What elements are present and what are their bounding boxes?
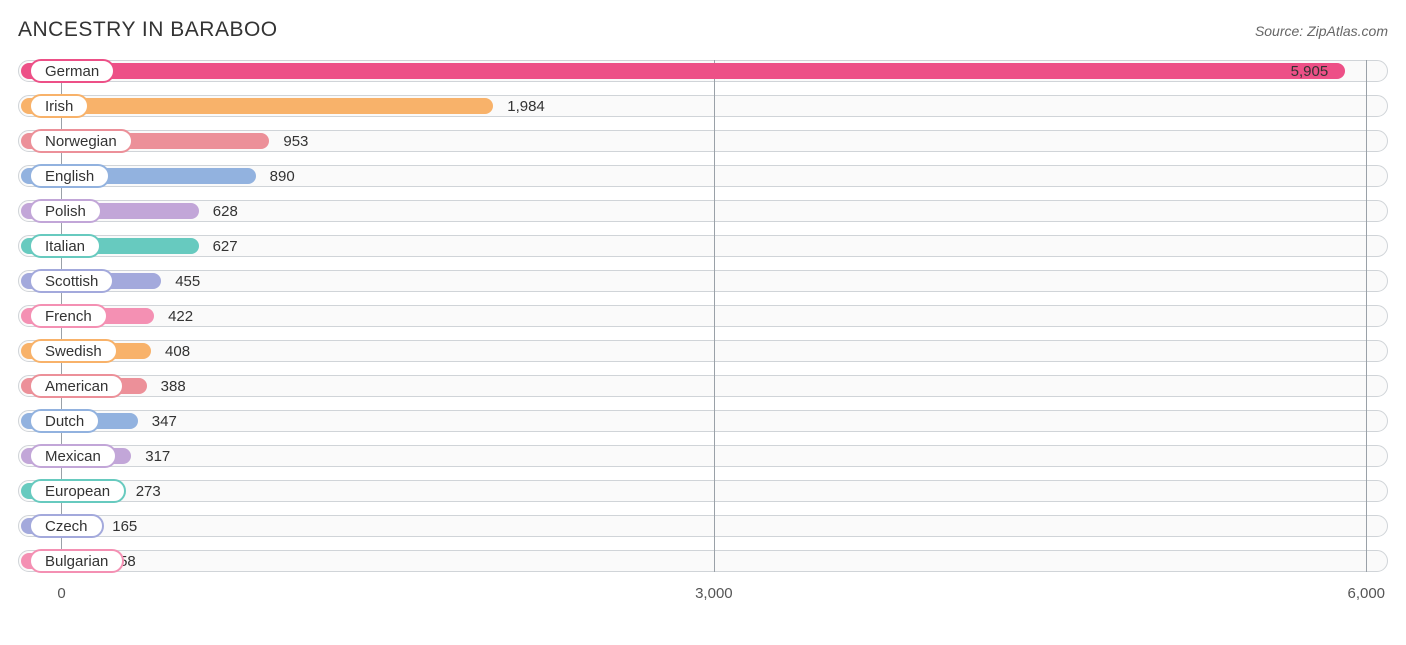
category-pill: German xyxy=(29,59,115,83)
bar-row: 165 Czech xyxy=(18,515,1388,537)
bar-row: 388 American xyxy=(18,375,1388,397)
category-pill: Scottish xyxy=(29,269,114,293)
category-pill: Polish xyxy=(29,199,102,223)
bar-row: 455 Scottish xyxy=(18,270,1388,292)
category-pill: Irish xyxy=(29,94,89,118)
x-axis: 0 3,000 6,000 xyxy=(18,585,1388,607)
bar-row: 158Bulgarian xyxy=(18,550,1388,572)
category-pill: Italian xyxy=(29,234,101,258)
category-pill: Bulgarian xyxy=(29,549,124,573)
value-label: 890 xyxy=(270,166,295,188)
value-label: 628 xyxy=(213,201,238,223)
bar xyxy=(21,63,1345,79)
gridline xyxy=(1366,60,1367,572)
bar-row: 408 Swedish xyxy=(18,340,1388,362)
bar-row: 628 Polish xyxy=(18,200,1388,222)
chart-source: Source: ZipAtlas.com xyxy=(1255,23,1388,39)
value-label: 627 xyxy=(213,236,238,258)
value-label: 422 xyxy=(168,306,193,328)
bar-row: 273 European xyxy=(18,480,1388,502)
chart-title: ANCESTRY IN BARABOO xyxy=(18,18,278,42)
x-tick: 0 xyxy=(57,585,65,602)
category-pill: French xyxy=(29,304,108,328)
value-label: 5,905 xyxy=(1291,61,1329,83)
category-pill: Czech xyxy=(29,514,104,538)
plot-area: 5,905 German 1,984 Irish 953 Norwegian 890 Engl… xyxy=(18,60,1388,572)
category-pill: Swedish xyxy=(29,339,118,363)
category-pill: European xyxy=(29,479,126,503)
bar-chart: 5,905 German 1,984 Irish 953 Norwegian 890 Engl… xyxy=(18,60,1388,635)
category-pill: Norwegian xyxy=(29,129,133,153)
value-label: 273 xyxy=(136,481,161,503)
category-pill: English xyxy=(29,164,110,188)
category-pill: Dutch xyxy=(29,409,100,433)
bar-row: 317 Mexican xyxy=(18,445,1388,467)
gridline xyxy=(714,60,715,572)
value-label: 408 xyxy=(165,341,190,363)
bar-row: 890 English xyxy=(18,165,1388,187)
value-label: 347 xyxy=(152,411,177,433)
chart-header: ANCESTRY IN BARABOO Source: ZipAtlas.com xyxy=(18,18,1388,42)
category-pill: Mexican xyxy=(29,444,117,468)
bar xyxy=(21,98,493,114)
value-label: 388 xyxy=(161,376,186,398)
value-label: 1,984 xyxy=(507,96,545,118)
value-label: 165 xyxy=(112,516,137,538)
bar-row: 347 Dutch xyxy=(18,410,1388,432)
x-tick: 6,000 xyxy=(1347,585,1385,602)
x-tick: 3,000 xyxy=(695,585,733,602)
bar-row: 5,905 German xyxy=(18,60,1388,82)
category-pill: American xyxy=(29,374,124,398)
value-label: 455 xyxy=(175,271,200,293)
bar-row: 627 Italian xyxy=(18,235,1388,257)
bar-row: 953 Norwegian xyxy=(18,130,1388,152)
value-label: 317 xyxy=(145,446,170,468)
bar-row: 1,984 Irish xyxy=(18,95,1388,117)
bar-row: 422 French xyxy=(18,305,1388,327)
value-label: 953 xyxy=(283,131,308,153)
